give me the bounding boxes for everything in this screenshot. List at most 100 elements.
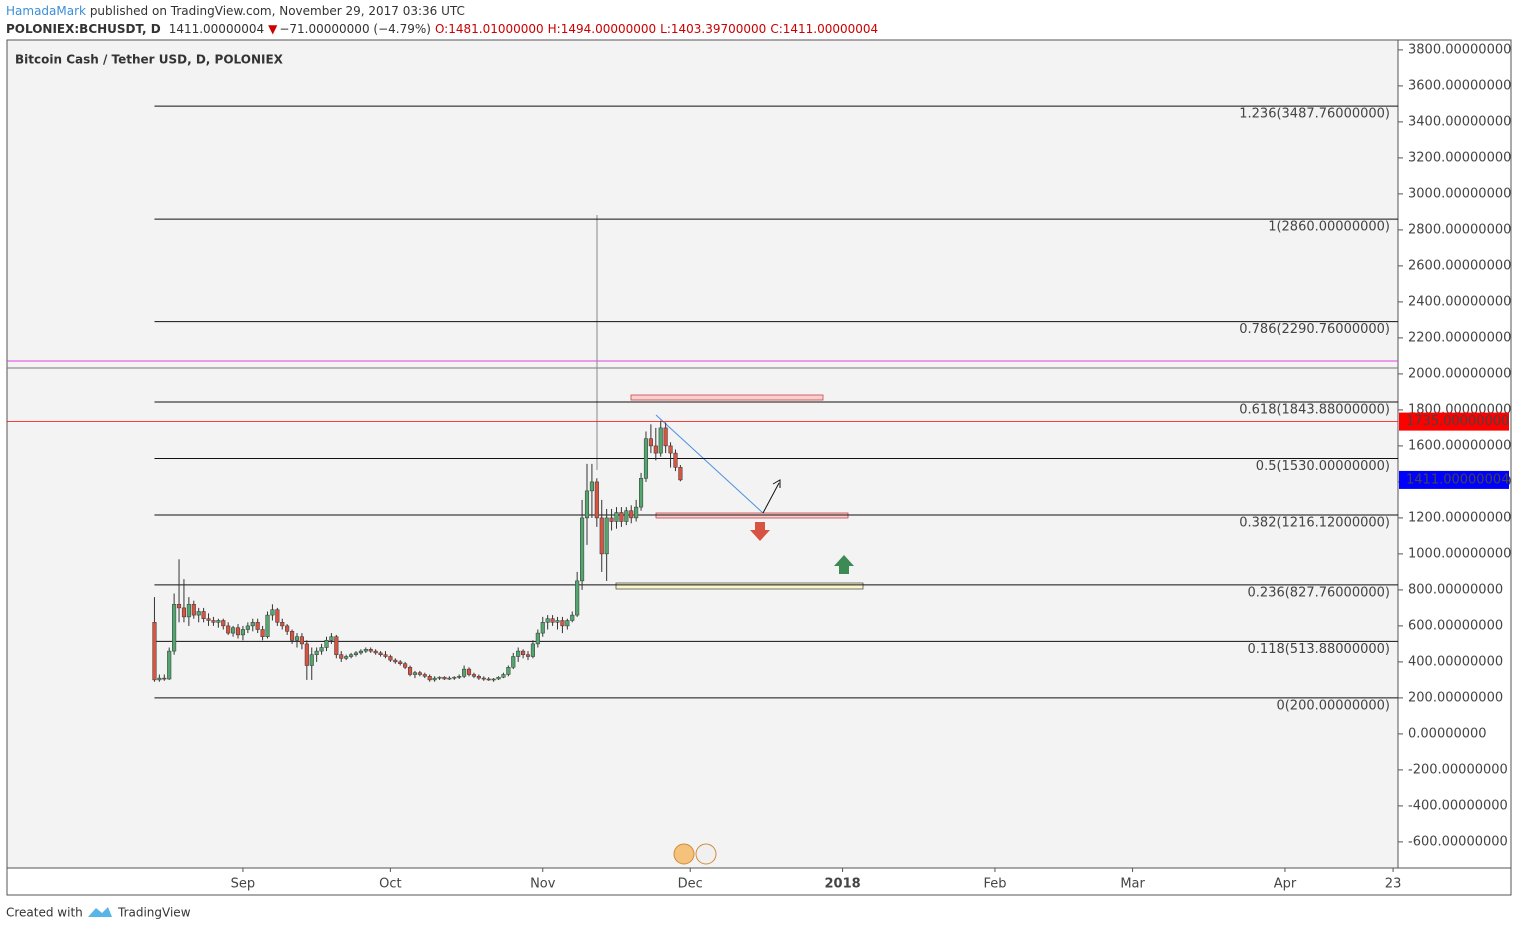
y-tick-label: 1600.00000000: [1408, 438, 1511, 453]
fib-label: 0.786(2290.76000000): [1239, 322, 1390, 337]
candle-body: [240, 629, 245, 636]
candle-body: [550, 618, 555, 623]
price-label-box: [1399, 470, 1509, 489]
fib-label: 0.118(513.88000000): [1248, 642, 1390, 657]
candle-body: [196, 611, 201, 616]
event-icon[interactable]: [673, 843, 695, 865]
footer-brand[interactable]: TradingView: [117, 906, 191, 920]
fib-label: 1.236(3487.76000000): [1239, 107, 1390, 122]
candle-body: [496, 676, 501, 680]
candle-body: [176, 604, 182, 609]
candle-body: [186, 604, 191, 618]
resistance-zone: [630, 394, 824, 401]
candle-body: [235, 627, 241, 636]
plot-area: [6, 39, 1399, 869]
candle-body: [506, 667, 511, 675]
event-icon[interactable]: [695, 843, 717, 865]
y-tick-label: 400.00000000: [1408, 654, 1503, 669]
candle-body: [609, 517, 614, 522]
candle-body: [521, 650, 526, 655]
last: 1411.00000004: [169, 22, 264, 36]
candle-body: [280, 622, 285, 627]
candle-body: [353, 652, 359, 655]
candle-body: [412, 672, 418, 675]
fib-label: 0(200.00000000): [1276, 698, 1390, 713]
x-tick-label: Dec: [678, 877, 703, 892]
candle-body: [457, 676, 462, 678]
candle-body: [260, 629, 265, 637]
y-tick-label: -400.00000000: [1408, 798, 1508, 813]
candle-body: [344, 656, 349, 659]
candle-body: [216, 620, 221, 623]
candle-body: [501, 674, 506, 678]
x-tick-label: Apr: [1274, 877, 1297, 892]
candle-body: [358, 650, 363, 654]
fib-label: 0.382(1216.12000000): [1239, 515, 1390, 530]
projection-line: [655, 414, 764, 514]
high: H:1494.00000000: [548, 22, 657, 36]
x-tick-label: 23: [1385, 877, 1402, 892]
author[interactable]: HamadaMark: [6, 4, 86, 18]
candle-body: [442, 676, 447, 680]
y-tick-label: 800.00000000: [1408, 582, 1503, 597]
y-tick-label: 200.00000000: [1408, 690, 1503, 705]
candle-body: [398, 661, 403, 664]
candle-body: [304, 643, 309, 666]
x-tick-label: Oct: [379, 877, 401, 892]
candle-body: [275, 609, 280, 623]
header-line-2: POLONIEX:BCHUSDT, D 1411.00000004 ▼ −71.000…: [6, 22, 878, 36]
candle-body: [648, 438, 653, 447]
candle-body: [614, 512, 619, 522]
y-tick-label: 3200.00000000: [1408, 150, 1511, 165]
fib-label: 0.618(1843.88000000): [1239, 403, 1390, 418]
candle-body: [481, 677, 486, 680]
candle-body: [624, 510, 629, 522]
candle-body: [452, 676, 457, 679]
candle-body: [629, 510, 634, 519]
x-tick-label: Nov: [530, 877, 556, 892]
x-tick-label: Feb: [983, 877, 1006, 892]
candle-body: [299, 636, 304, 645]
y-tick-label: 2800.00000000: [1408, 222, 1511, 237]
candle-body: [634, 506, 639, 519]
y-tick-label: -600.00000000: [1408, 834, 1508, 849]
projection-arrow: [762, 482, 780, 514]
candle-body: [167, 650, 172, 680]
candle-body: [589, 481, 594, 492]
candle-body: [181, 607, 186, 618]
price-label: 1735.00000000: [1406, 414, 1509, 429]
candle-body: [211, 620, 216, 623]
support-zone: [615, 582, 864, 590]
close: C:1411.00000004: [770, 22, 878, 36]
y-tick-label: 3800.00000000: [1408, 42, 1511, 57]
candle-body: [172, 604, 177, 652]
chart-title: Bitcoin Cash / Tether USD, D, POLONIEX: [15, 53, 284, 67]
down-triangle: ▼: [268, 22, 278, 36]
candle-body: [201, 611, 206, 619]
candle-body: [285, 625, 290, 632]
y-tick-label: 1200.00000000: [1408, 510, 1511, 525]
candle-body: [575, 580, 580, 616]
candle-body: [619, 512, 624, 522]
candle-body: [466, 668, 472, 675]
y-tick-label: 1000.00000000: [1408, 546, 1511, 561]
y-tick-label: 3000.00000000: [1408, 186, 1511, 201]
candle-body: [511, 656, 516, 668]
candle-body: [388, 656, 393, 661]
price-axis: [1397, 39, 1512, 869]
candle-body: [152, 622, 157, 681]
candle-body: [491, 678, 496, 681]
candle-body: [393, 659, 398, 663]
candle-body: [383, 654, 388, 657]
candle-body: [290, 631, 295, 641]
candle-body: [206, 618, 211, 621]
candle-body: [250, 622, 255, 627]
candle-body: [403, 663, 408, 668]
candle-body: [270, 609, 275, 616]
candle-body: [324, 640, 329, 648]
fib-label: 0.236(827.76000000): [1248, 585, 1390, 600]
candle-body: [422, 674, 427, 677]
candle-body: [245, 625, 250, 630]
candle-body: [363, 649, 368, 652]
